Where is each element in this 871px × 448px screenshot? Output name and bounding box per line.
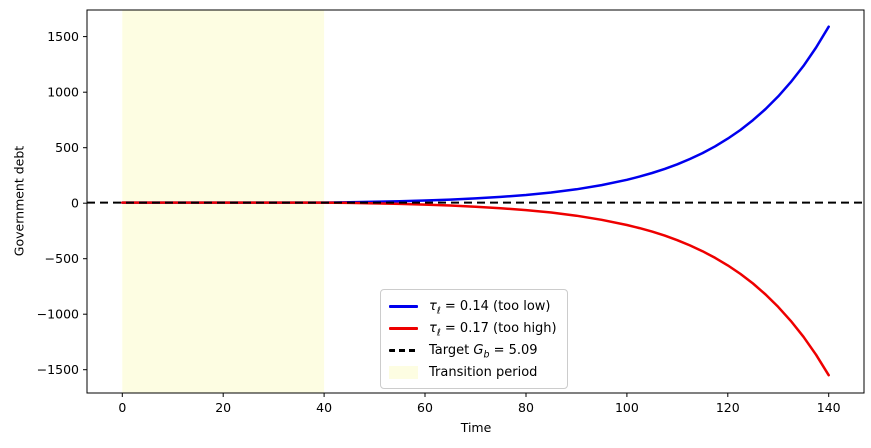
legend-label: Target Gb = 5.09 (429, 342, 538, 361)
x-tick-label: 140 (817, 400, 841, 415)
line-swatch (389, 348, 418, 352)
legend-dashed-line-swatch (389, 343, 418, 357)
x-tick-label: 120 (716, 400, 740, 415)
legend-item: τℓ = 0.14 (too low) (389, 295, 559, 317)
legend-label: Transition period (429, 364, 538, 380)
y-axis-title: Government debt (11, 145, 27, 257)
legend-item: Transition period (389, 361, 559, 383)
line-swatch (389, 326, 418, 330)
y-tick-label: 1000 (47, 85, 79, 100)
shaded-region-swatch (389, 365, 418, 379)
legend-line-swatch (389, 321, 418, 335)
legend-label: τℓ = 0.17 (too high) (429, 320, 557, 339)
y-tick-label: 1500 (47, 29, 79, 44)
legend-item: τℓ = 0.17 (too high) (389, 317, 559, 339)
y-tick-label: −1500 (37, 362, 79, 377)
y-tick-label: −500 (45, 251, 79, 266)
legend-line-swatch (389, 299, 418, 313)
x-tick-label: 80 (518, 400, 534, 415)
legend: τℓ = 0.14 (too low) τℓ = 0.17 (too high) T… (380, 289, 568, 389)
y-tick-label: 500 (55, 140, 79, 155)
x-tick-label: 0 (118, 400, 126, 415)
legend-patch-swatch (389, 365, 418, 379)
x-tick-label: 100 (615, 400, 639, 415)
legend-item: Target Gb = 5.09 (389, 339, 559, 361)
x-tick-label: 20 (215, 400, 231, 415)
y-tick-label: −1000 (37, 307, 79, 322)
x-axis-title: Time (460, 420, 492, 435)
x-tick-label: 60 (417, 400, 433, 415)
x-tick-label: 40 (316, 400, 332, 415)
y-tick-label: 0 (71, 196, 79, 211)
legend-label: τℓ = 0.14 (too low) (429, 298, 551, 317)
line-swatch (389, 304, 418, 308)
plot-frame (86, 9, 865, 394)
